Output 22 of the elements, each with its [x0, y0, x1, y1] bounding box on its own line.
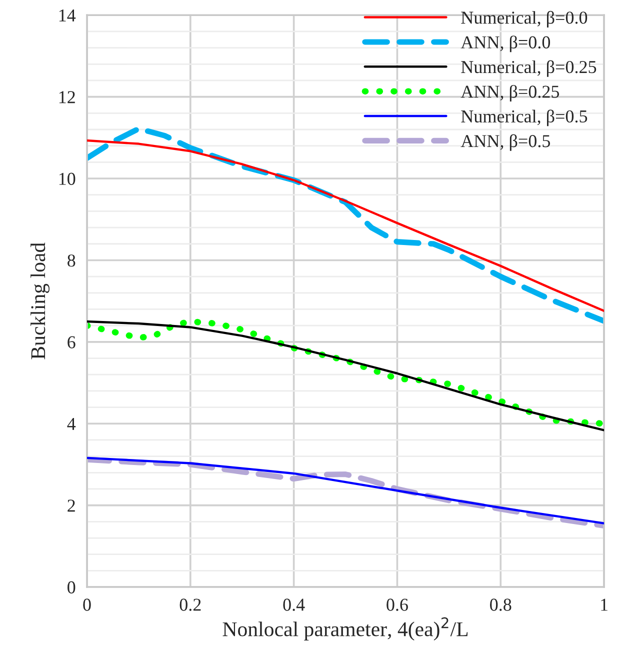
x-tick-label: 1 [601, 598, 608, 611]
y-tick-label: 6 [68, 336, 76, 348]
legend-label: Numerical, β=0.0 [461, 10, 588, 28]
x-axis-title: Nonlocal parameter, 4(ea)$^{2}$/L [222, 617, 468, 641]
legend-label: ANN, β=0.5 [460, 134, 550, 151]
y-tick-label: 0 [68, 581, 76, 594]
legend-label: ANN, β=0.25 [460, 84, 560, 102]
y-tick-label: 2 [68, 500, 75, 512]
y-tick-label: 4 [67, 418, 76, 430]
x-tick-label: 0 [83, 598, 91, 611]
x-tick-label: 0.6 [386, 598, 408, 611]
y-tick-label: 14 [59, 9, 76, 22]
legend-label: Numerical, β=0.25 [461, 60, 596, 77]
y-tick-label: 10 [59, 172, 76, 185]
legend-label: ANN, β=0.0 [460, 36, 550, 52]
x-tick-label: 0.4 [283, 598, 305, 611]
y-axis-title: Buckling load [30, 242, 50, 360]
y-tick-label: 8 [68, 254, 76, 267]
y-tick-label: 12 [59, 91, 75, 104]
legend-label: Numerical, β=0.5 [461, 110, 588, 126]
x-tick-label: 0.2 [180, 598, 201, 611]
x-tick-label: 0.8 [490, 598, 512, 611]
